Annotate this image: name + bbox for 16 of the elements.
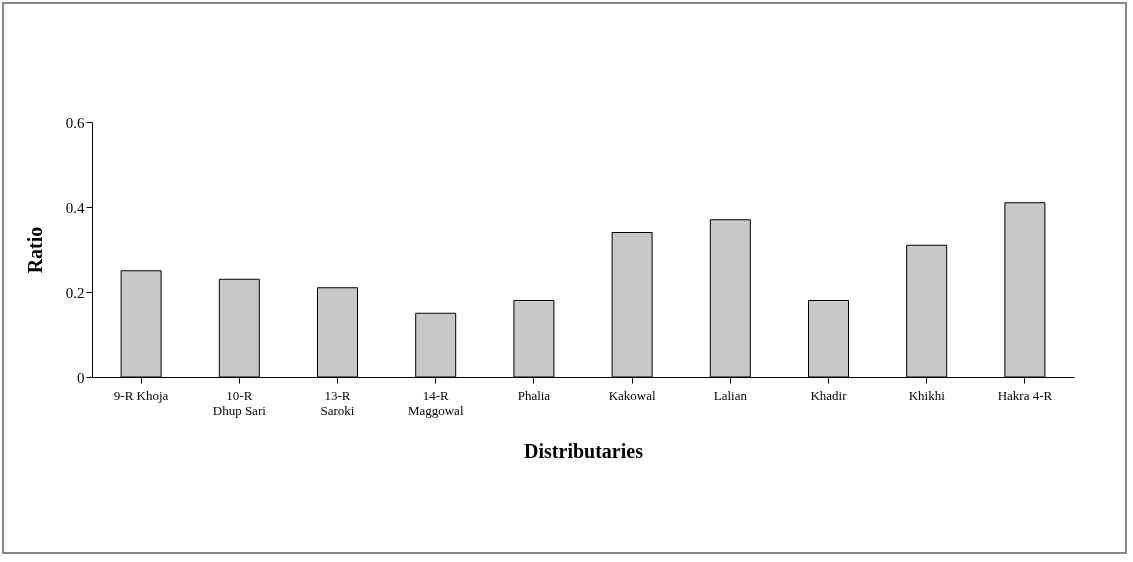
x-tick-label: Khikhi xyxy=(908,387,946,403)
y-tick-label: 0.2 xyxy=(65,284,85,301)
x-tick-label: Hakra 4-R xyxy=(997,387,1053,403)
x-tick-label: Kakowal xyxy=(608,387,656,403)
x-axis-title: Distributaries xyxy=(524,439,644,462)
x-tick-label: 10-R Dhup Sari xyxy=(212,387,267,418)
x-tick-label: 13-R Saroki xyxy=(320,387,355,418)
y-axis-title: Ratio xyxy=(23,226,46,274)
x-tick-label: Phalia xyxy=(517,387,551,403)
x-tick-label: 9-R Khoja xyxy=(113,387,169,403)
y-tick-label: 0.6 xyxy=(65,114,85,131)
y-tick-label: 0 xyxy=(77,369,85,386)
x-tick-label: Khadir xyxy=(810,387,848,403)
x-tick-label: Lalian xyxy=(713,387,748,403)
x-tick-label: 14-R Maggowal xyxy=(407,387,464,418)
y-tick-label: 0.4 xyxy=(65,199,85,216)
